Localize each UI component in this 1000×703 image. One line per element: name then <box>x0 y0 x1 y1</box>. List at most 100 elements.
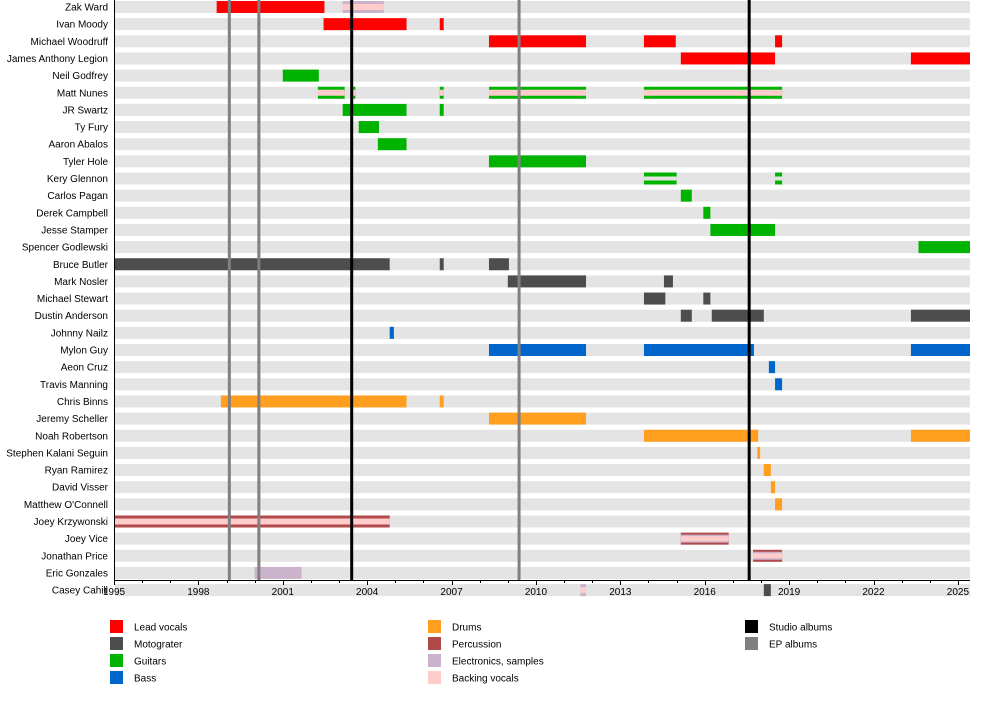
bar-electronics-samples <box>254 566 302 579</box>
bar-guitars <box>703 206 711 219</box>
legend-label: Studio albums <box>769 623 832 634</box>
member-row: Carlos Pagan <box>47 189 970 202</box>
bar-guitars <box>282 69 319 82</box>
member-name: Ivan Moody <box>56 20 108 31</box>
member-name: Eric Gonzales <box>46 568 108 579</box>
row-background <box>115 1 970 13</box>
bar-lead-vocals <box>216 1 325 13</box>
row-background <box>115 326 970 339</box>
bar-motograter <box>114 258 390 271</box>
member-row: Dustin Anderson <box>35 309 970 322</box>
row-background <box>115 378 970 391</box>
member-name: Jesse Stamper <box>41 225 108 236</box>
row-background <box>115 18 970 31</box>
row-background <box>115 361 970 374</box>
member-row: Michael Woodruff <box>31 35 970 48</box>
bar-split-gap <box>775 176 783 181</box>
member-rows: Zak Ward Ivan Moody Michael Woodruff James … <box>6 1 970 597</box>
bar-backing-vocals <box>342 4 384 10</box>
legend-item: Guitars <box>110 654 166 668</box>
row-background <box>115 464 970 477</box>
legend-swatch <box>110 620 123 633</box>
member-row: Eric Gonzales <box>46 566 970 579</box>
member-name: Noah Robertson <box>35 431 108 442</box>
member-row: Aaron Abalos <box>49 138 970 151</box>
member-row: Mark Nosler <box>54 275 970 288</box>
member-row: Bruce Butler <box>53 258 970 271</box>
row-background <box>115 206 970 219</box>
member-name: David Visser <box>52 483 109 494</box>
x-tick-label: 1995 <box>103 587 126 598</box>
legend-label: Percussion <box>452 640 501 651</box>
legend-item: Drums <box>428 620 481 634</box>
row-background <box>115 429 970 442</box>
row-background <box>115 103 970 116</box>
member-row: Derek Campbell <box>36 206 970 219</box>
legend-swatch <box>428 637 441 650</box>
member-name: Neil Godfrey <box>52 71 108 82</box>
legend-swatch <box>745 637 758 650</box>
bar-drums <box>770 481 776 494</box>
legend-swatch <box>428 671 441 684</box>
legend-label: Lead vocals <box>134 623 187 634</box>
member-name: Michael Woodruff <box>31 37 109 48</box>
bar-backing-vocals <box>488 89 587 96</box>
bar-bass <box>910 344 970 356</box>
member-name: Stephen Kalani Seguin <box>6 448 108 459</box>
member-row: Travis Manning <box>40 378 970 391</box>
bar-drums <box>488 412 587 425</box>
legend-item: Backing vocals <box>428 671 519 685</box>
bar-motograter <box>680 309 692 322</box>
member-row: Zak Ward <box>65 1 970 14</box>
member-row: Jesse Stamper <box>41 223 970 236</box>
bar-backing-vocals <box>439 89 444 96</box>
member-row: Casey Cahill <box>52 584 970 597</box>
member-row: Mylon Guy <box>60 344 970 357</box>
member-row: Jonathan Price <box>41 549 970 562</box>
member-name: Tyler Hole <box>63 157 108 168</box>
legend-label: EP albums <box>769 640 817 651</box>
bar-guitars <box>342 103 407 116</box>
row-background <box>115 566 970 579</box>
bar-guitars <box>680 189 692 202</box>
row-background <box>115 498 970 511</box>
row-background <box>115 52 970 65</box>
member-name: Aeon Cruz <box>61 363 108 374</box>
x-tick-label: 2013 <box>609 587 632 598</box>
row-background <box>115 309 970 322</box>
member-name: Spencer Godlewski <box>22 243 108 254</box>
member-name: Dustin Anderson <box>35 311 108 322</box>
legend-swatch <box>110 654 123 667</box>
member-row: Joey Vice <box>65 532 970 545</box>
member-row: Matt Nunes <box>57 86 970 99</box>
row-background <box>115 292 970 305</box>
bar-backing-vocals <box>580 587 587 594</box>
legend-item: Studio albums <box>745 620 832 634</box>
legend-label: Bass <box>134 674 156 685</box>
bar-lead-vocals <box>775 35 783 48</box>
bar-drums <box>643 429 759 442</box>
row-background <box>115 189 970 202</box>
bar-lead-vocals <box>439 18 444 31</box>
legend-label: Guitars <box>134 657 166 668</box>
member-row: Noah Robertson <box>35 429 970 442</box>
row-background <box>115 481 970 494</box>
row-background <box>115 121 970 134</box>
bar-split-gap <box>643 176 677 181</box>
bar-motograter <box>703 292 711 305</box>
x-tick-label: 2001 <box>272 587 295 598</box>
row-background <box>115 241 970 254</box>
bar-guitars <box>377 138 407 151</box>
member-name: Mylon Guy <box>60 346 108 357</box>
bar-backing-vocals <box>114 518 390 525</box>
member-name: Jeremy Scheller <box>36 414 108 425</box>
legend-label: Drums <box>452 623 481 634</box>
member-name: Johnny Nailz <box>51 328 108 339</box>
legend-label: Motograter <box>134 640 183 651</box>
bar-guitars <box>358 121 379 134</box>
legend-label: Electronics, samples <box>452 657 544 668</box>
member-row: Matthew O'Connell <box>24 498 970 511</box>
legend-item: EP albums <box>745 637 817 651</box>
bar-backing-vocals <box>680 536 729 542</box>
member-row: Ty Fury <box>75 121 970 134</box>
